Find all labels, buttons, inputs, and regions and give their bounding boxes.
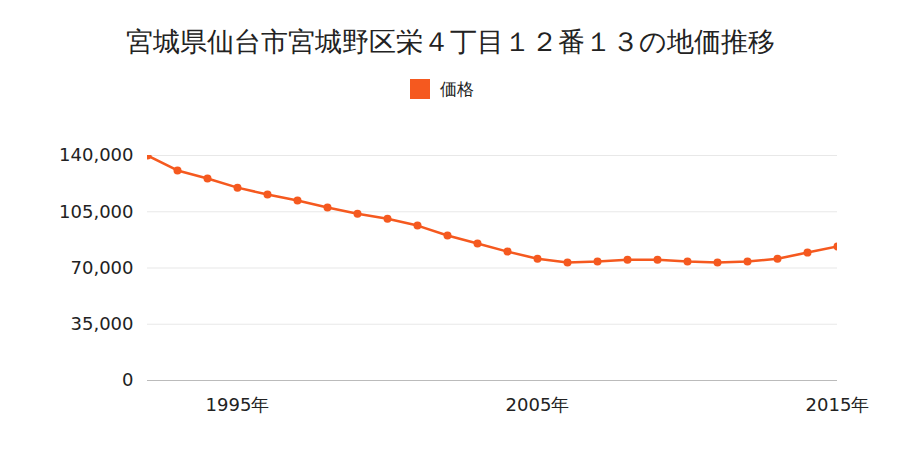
svg-text:105,000: 105,000 xyxy=(59,201,133,222)
svg-text:0: 0 xyxy=(122,369,133,390)
svg-text:70,000: 70,000 xyxy=(71,257,134,278)
svg-text:2005年: 2005年 xyxy=(506,394,570,415)
svg-text:2015年: 2015年 xyxy=(806,394,870,415)
html-text:価格: 価格 xyxy=(440,79,474,99)
html-text:宮城県仙台市宮城野区栄４丁目１２番１３の地価推移: 宮城県仙台市宮城野区栄４丁目１２番１３の地価推移 xyxy=(125,26,775,57)
svg-text:140,000: 140,000 xyxy=(59,144,133,165)
svg-text:35,000: 35,000 xyxy=(71,313,134,334)
svg-text:1995年: 1995年 xyxy=(206,394,270,415)
